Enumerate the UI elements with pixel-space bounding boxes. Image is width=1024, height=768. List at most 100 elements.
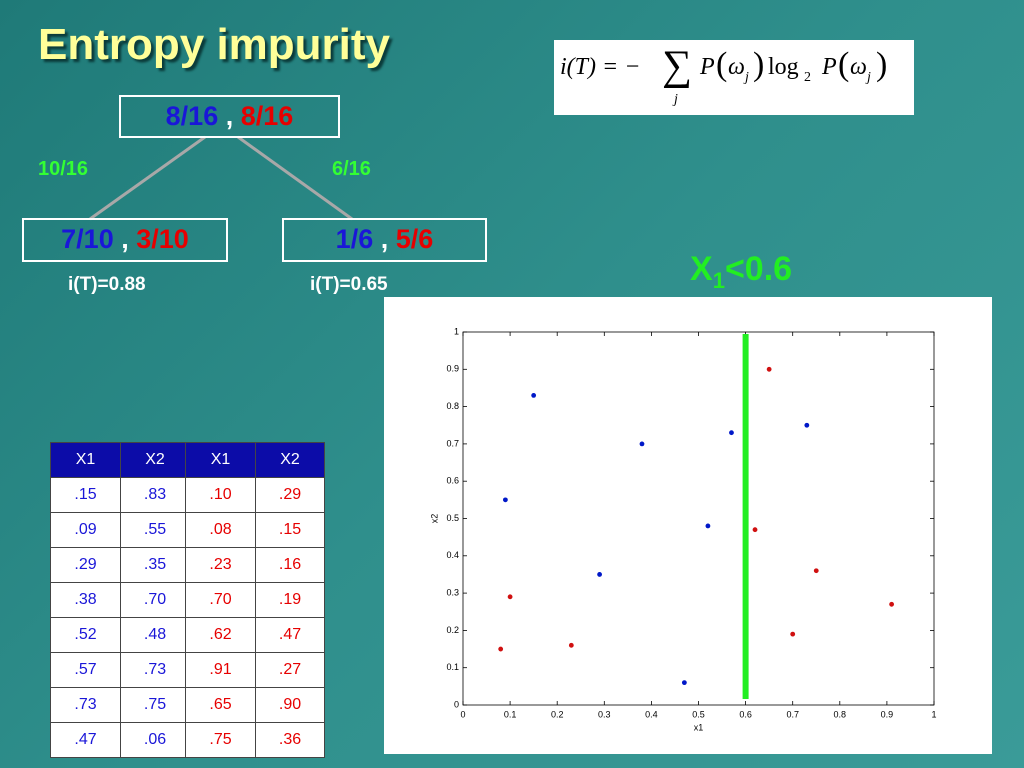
- table-cell: .57: [50, 652, 121, 688]
- title: Entropy impurity: [38, 20, 391, 69]
- node-sep: ,: [121, 224, 129, 254]
- header-row: X1 X2: [50, 442, 190, 478]
- table-row: .08.15: [185, 512, 325, 548]
- table-cell: .36: [255, 722, 325, 758]
- table-cell: .62: [185, 617, 256, 653]
- formula-omega: ω: [728, 54, 745, 80]
- x-tick-label: 0.9: [881, 709, 894, 719]
- header-cell: X1: [50, 442, 121, 478]
- point: [889, 601, 895, 607]
- x-tick-label: 0.1: [504, 709, 517, 719]
- header-cell: X1: [185, 442, 256, 478]
- point: [531, 393, 537, 398]
- tree-edges: [89, 135, 353, 221]
- formula-sub: j: [745, 70, 749, 85]
- table-cell: .08: [185, 512, 256, 548]
- split-label: X1<0.6: [690, 250, 792, 294]
- table-row: .09.55: [50, 512, 190, 548]
- x-tick-label: 0.6: [739, 709, 752, 719]
- y-tick-label: 0.6: [446, 476, 459, 486]
- node-sep: ,: [225, 101, 234, 131]
- edge-label: 10/16: [38, 158, 89, 180]
- table-cell: .19: [255, 582, 325, 618]
- table-cell: .09: [50, 512, 121, 548]
- table-cell: .70: [120, 582, 190, 618]
- split-text: <0.6: [724, 250, 793, 288]
- table-row: .52.48: [50, 617, 190, 653]
- node-blue: 1/6: [335, 224, 374, 254]
- table-cell: .10: [185, 477, 256, 513]
- data-table: X1 X2.10.29.08.15.23.16.70.19.62.47.91.27…: [185, 442, 325, 758]
- point: [568, 642, 574, 648]
- point: [813, 568, 819, 574]
- table-cell: .16: [255, 547, 325, 583]
- x-axis-label: x1: [694, 722, 704, 732]
- x-tick-label: 0.8: [834, 709, 847, 719]
- point: [766, 366, 772, 372]
- formula: i(T) = − ∑ j P ( ω j ) log 2 P ( ω j ): [554, 40, 914, 115]
- tree-edge: [237, 135, 353, 221]
- table-row: .29.35: [50, 547, 190, 583]
- table-cell: .15: [255, 512, 325, 548]
- x-tick-label: 0.3: [598, 709, 611, 719]
- point: [502, 497, 508, 503]
- table-row: .75.36: [185, 722, 325, 758]
- y-tick-label: 0.1: [446, 662, 459, 672]
- node-blue: 7/10: [61, 224, 114, 254]
- y-tick-label: 0.4: [446, 550, 459, 560]
- table-row: .62.47: [185, 617, 325, 653]
- table-cell: .90: [255, 687, 325, 723]
- x-tick-label: 0: [460, 709, 465, 719]
- table-cell: .73: [120, 652, 190, 688]
- x-tick-label: 0.2: [551, 709, 564, 719]
- header-row: X1 X2: [185, 442, 325, 478]
- point: [639, 441, 645, 447]
- y-tick-label: 0: [454, 699, 459, 709]
- impurity: i(T)=0.65: [310, 274, 388, 295]
- tree-right: 1/6 , 5/6: [282, 218, 487, 262]
- point: [804, 422, 810, 428]
- y-axis-label: x2: [429, 514, 439, 524]
- formula-sum: ∑: [662, 43, 692, 89]
- node-red: 3/10: [136, 224, 189, 254]
- x-tick-label: 0.7: [786, 709, 799, 719]
- table-row: .38.70: [50, 582, 190, 618]
- formula-paren: (: [716, 46, 728, 83]
- impurity: i(T)=0.88: [68, 274, 146, 295]
- tree-left: 7/10 , 3/10: [22, 218, 228, 262]
- data-table: X1 X2.15.83.09.55.29.35.38.70.52.48.57.73…: [50, 442, 190, 758]
- point: [498, 646, 504, 652]
- table-row: .23.16: [185, 547, 325, 583]
- x-tick-label: 1: [931, 709, 936, 719]
- table-row: .91.27: [185, 652, 325, 688]
- formula-p: P: [822, 54, 837, 80]
- table-row: .65.90: [185, 687, 325, 723]
- formula-paren: (: [838, 46, 850, 83]
- point: [681, 680, 687, 686]
- y-tick-label: 0.7: [446, 438, 459, 448]
- y-tick-label: 0.5: [446, 513, 459, 523]
- node-red: 8/16: [240, 101, 294, 131]
- formula-paren: ): [876, 46, 888, 83]
- table-row: .10.29: [185, 477, 325, 513]
- table-cell: .52: [50, 617, 121, 653]
- formula-index: j: [674, 92, 678, 107]
- table-cell: .55: [120, 512, 190, 548]
- table-cell: .47: [50, 722, 121, 758]
- formula-lhs: i(T) = −: [560, 54, 641, 80]
- split-var: X: [690, 250, 713, 288]
- table-cell: .73: [50, 687, 121, 723]
- table-cell: .27: [255, 652, 325, 688]
- table-row: .70.19: [185, 582, 325, 618]
- formula-log: log: [768, 54, 799, 80]
- y-tick-label: 0.2: [446, 625, 459, 635]
- node-blue: 8/16: [165, 101, 219, 131]
- table-cell: .23: [185, 547, 256, 583]
- table-row: .47.06: [50, 722, 190, 758]
- header-cell: X2: [255, 442, 325, 478]
- x-tick-label: 0.5: [692, 709, 705, 719]
- table-cell: .70: [185, 582, 256, 618]
- chart: 0 0.1 0.2 0.3 0.4 0.5 0.6 0.7 0.8 0.9 1 0 0.1 0.2 0.3 0…: [384, 297, 992, 754]
- formula-base: 2: [804, 70, 811, 85]
- x-tick-label: 0.4: [645, 709, 658, 719]
